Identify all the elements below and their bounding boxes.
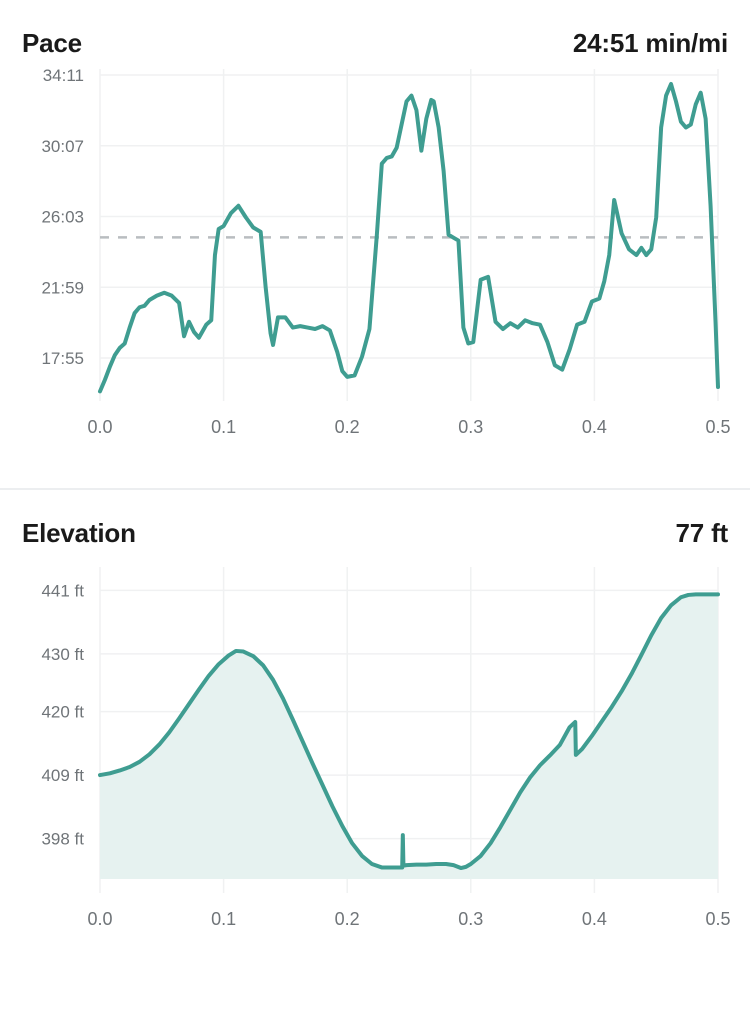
pace-chart-area[interactable]: 17:55 21:59 26:03 30:07 34:11 0.0 0.1 0.2 0.3 0.4… (0, 59, 750, 459)
x-axis-tick-label: 0.1 (211, 909, 236, 929)
y-axis-tick-label: 21:59 (41, 278, 84, 297)
chart-data-line[interactable] (98, 592, 720, 871)
pace-line-chart[interactable]: 17:55 21:59 26:03 30:07 34:11 0.0 0.1 0.2 0.3 0.4… (0, 59, 750, 459)
y-axis-tick-label: 17:55 (41, 349, 84, 368)
elevation-chart-card[interactable]: Elevation 77 ft 398 ft 409 ft 420 ft 430 ft… (0, 488, 750, 1009)
y-axis-tick-label: 441 ft (41, 581, 84, 600)
y-axis-tick-label: 34:11 (43, 66, 84, 85)
y-axis-tick-label: 409 ft (41, 766, 84, 785)
elevation-gain-value: 77 ft (675, 518, 729, 548)
x-axis-tick-label: 0.4 (582, 909, 607, 929)
x-axis-tick-label: 0.2 (335, 417, 360, 437)
elevation-chart-area[interactable]: 398 ft 409 ft 420 ft 430 ft 441 ft 0.0 0.1 0.2 0… (0, 549, 750, 969)
x-axis-tick-label: 0.2 (335, 909, 360, 929)
x-axis-tick-label: 0.5 (705, 909, 730, 929)
x-axis-tick-label: 0.1 (211, 417, 236, 437)
x-axis-tick-label: 0.5 (705, 417, 730, 437)
chart-area-fill (100, 594, 718, 879)
pace-average-value: 24:51 min/mi (572, 28, 728, 58)
chart-data-line[interactable] (98, 81, 720, 394)
pace-card-header: Pace 24:51 min/mi (0, 0, 750, 59)
elevation-area-chart[interactable]: 398 ft 409 ft 420 ft 430 ft 441 ft 0.0 0.1 0.2 0… (0, 549, 750, 969)
y-axis-tick-label: 430 ft (41, 645, 84, 664)
elevation-card-header: Elevation 77 ft (0, 490, 750, 549)
y-axis-tick-label: 398 ft (41, 830, 84, 849)
elevation-title: Elevation (22, 518, 136, 548)
y-axis-tick-label: 26:03 (41, 208, 84, 227)
x-axis-tick-label: 0.4 (582, 417, 607, 437)
pace-title: Pace (22, 28, 82, 58)
y-axis-tick-label: 420 ft (41, 703, 84, 722)
x-axis-tick-label: 0.0 (87, 909, 112, 929)
pace-chart-card[interactable]: Pace 24:51 min/mi 17:55 21:59 26:03 30:07 34… (0, 0, 750, 488)
y-axis-tick-label: 30:07 (41, 137, 84, 156)
x-axis-tick-label: 0.3 (458, 909, 483, 929)
x-axis-tick-label: 0.0 (87, 417, 112, 437)
x-axis-tick-label: 0.3 (458, 417, 483, 437)
